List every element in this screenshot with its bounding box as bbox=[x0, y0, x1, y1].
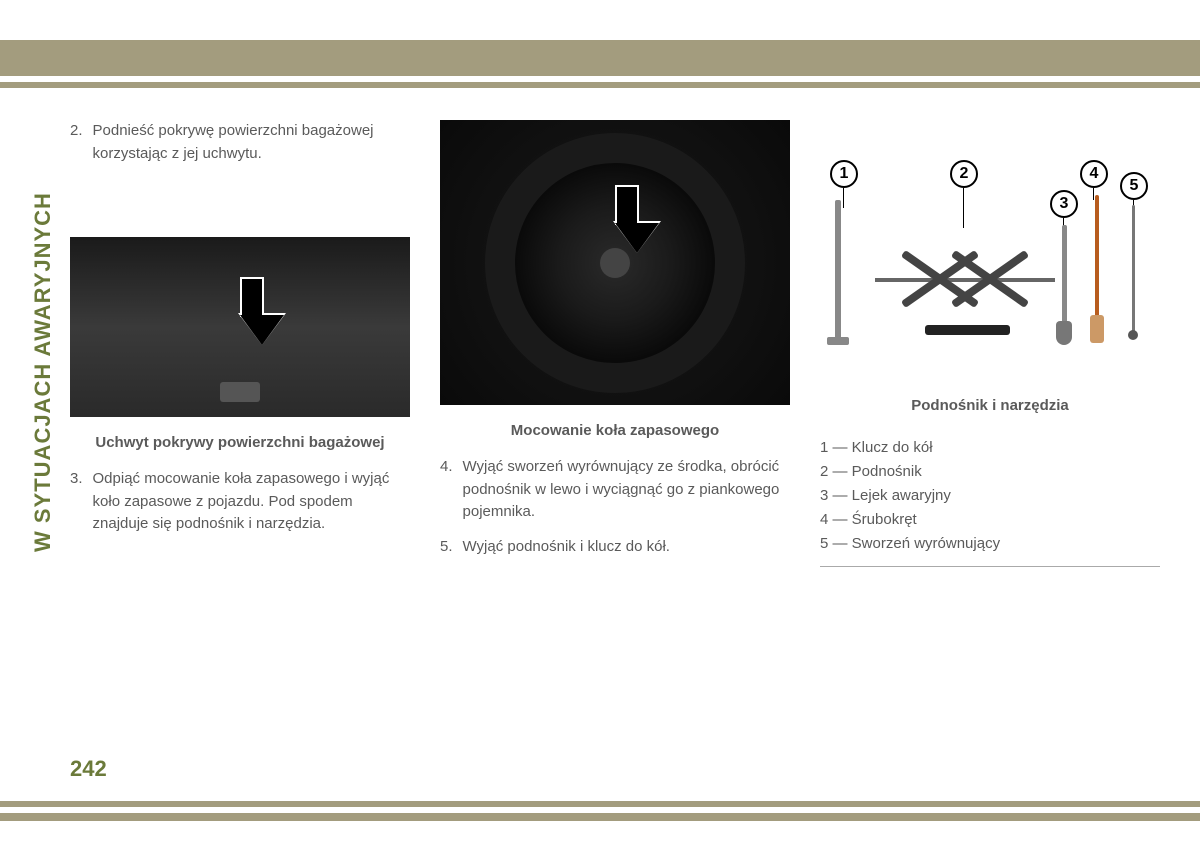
step-3-text: Odpiąć mocowanie koła zapasowego i wyjąć… bbox=[93, 468, 410, 536]
image-jack-tools: 1 2 3 4 5 bbox=[820, 150, 1160, 380]
step-3: 3. Odpiąć mocowanie koła zapasowego i wy… bbox=[70, 468, 410, 536]
jack-icon bbox=[895, 230, 1035, 330]
callout-line bbox=[963, 188, 964, 228]
legend-item-2: 2 — Podnośnik bbox=[820, 460, 1160, 484]
callout-4: 4 bbox=[1080, 160, 1108, 188]
image-spare-wheel bbox=[440, 120, 790, 405]
legend-item-5: 5 — Sworzeń wyrównujący bbox=[820, 532, 1160, 556]
alignment-pin-icon bbox=[1132, 205, 1135, 335]
image-2-caption: Mocowanie koła zapasowego bbox=[440, 420, 790, 441]
legend-item-1: 1 — Klucz do kół bbox=[820, 436, 1160, 460]
step-4-text: Wyjąć sworzeń wyrównujący ze środka, obr… bbox=[463, 456, 790, 524]
screwdriver-icon bbox=[1095, 195, 1099, 335]
wheel-wrench-icon bbox=[835, 200, 841, 340]
tools-legend: 1 — Klucz do kół 2 — Podnośnik 3 — Lejek… bbox=[820, 436, 1160, 567]
tire-icon bbox=[485, 133, 745, 393]
step-2-text: Podnieść pokrywę powierzchni bagażowej k… bbox=[93, 120, 410, 165]
column-2: Mocowanie koła zapasowego 4. Wyjąć sworz… bbox=[440, 120, 790, 570]
bottom-decorative-bar bbox=[0, 813, 1200, 821]
page-content: 2. Podnieść pokrywę powierzchni bagażowe… bbox=[70, 120, 1160, 570]
step-5-text: Wyjąć podnośnik i klucz do kół. bbox=[463, 536, 670, 559]
top-decorative-bar bbox=[0, 40, 1200, 76]
callout-2: 2 bbox=[950, 160, 978, 188]
section-side-title: W SYTUACJACH AWARYJNYCH bbox=[30, 132, 56, 552]
bottom-decorative-line bbox=[0, 801, 1200, 807]
callout-5: 5 bbox=[1120, 172, 1148, 200]
step-5: 5. Wyjąć podnośnik i klucz do kół. bbox=[440, 536, 790, 559]
step-3-number: 3. bbox=[70, 468, 83, 536]
step-5-number: 5. bbox=[440, 536, 453, 559]
image-luggage-cover-handle bbox=[70, 237, 410, 417]
page-number: 242 bbox=[70, 756, 107, 782]
callout-line bbox=[843, 188, 844, 208]
handle-icon bbox=[220, 382, 260, 402]
step-2-number: 2. bbox=[70, 120, 83, 165]
image-1-caption: Uchwyt pokrywy powierzchni bagażowej bbox=[70, 432, 410, 453]
top-decorative-line bbox=[0, 82, 1200, 88]
callout-3: 3 bbox=[1050, 190, 1078, 218]
image-3-caption: Podnośnik i narzędzia bbox=[820, 395, 1160, 416]
step-4: 4. Wyjąć sworzeń wyrównujący ze środka, … bbox=[440, 456, 790, 524]
column-3: 1 2 3 4 5 bbox=[820, 120, 1160, 570]
callout-1: 1 bbox=[830, 160, 858, 188]
callout-line bbox=[1093, 188, 1094, 200]
step-2: 2. Podnieść pokrywę powierzchni bagażowe… bbox=[70, 120, 410, 165]
legend-item-4: 4 — Śrubokręt bbox=[820, 508, 1160, 532]
funnel-icon bbox=[1062, 225, 1067, 335]
step-4-number: 4. bbox=[440, 456, 453, 524]
legend-item-3: 3 — Lejek awaryjny bbox=[820, 484, 1160, 508]
column-1: 2. Podnieść pokrywę powierzchni bagażowe… bbox=[70, 120, 410, 570]
